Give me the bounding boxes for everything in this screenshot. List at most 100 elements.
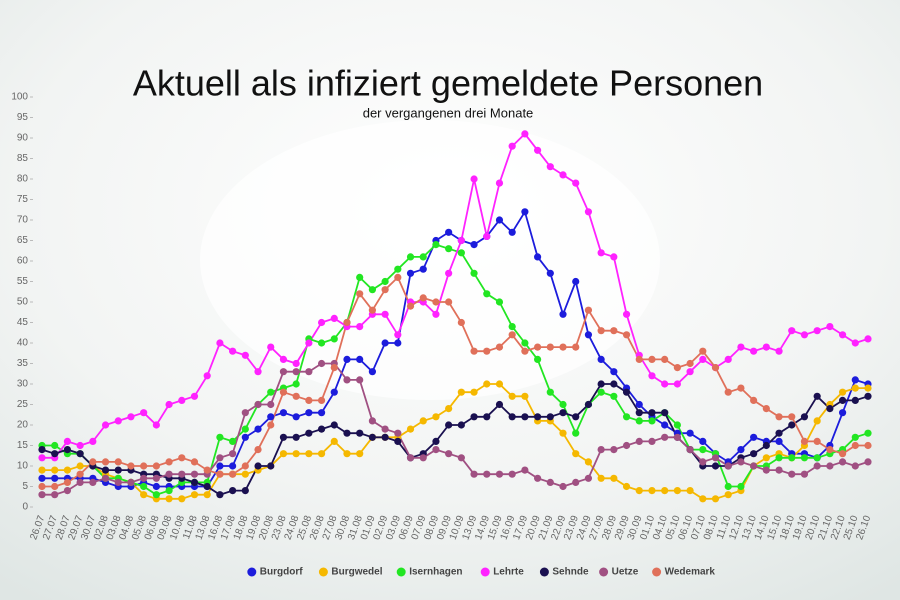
data-point bbox=[813, 392, 821, 400]
data-point bbox=[330, 364, 338, 372]
data-point bbox=[368, 368, 376, 376]
data-point bbox=[241, 462, 249, 470]
data-point bbox=[508, 228, 516, 236]
data-point bbox=[152, 474, 160, 482]
y-tick-label: 65 bbox=[17, 235, 29, 246]
data-point bbox=[178, 470, 186, 478]
data-point bbox=[317, 339, 326, 347]
data-point bbox=[521, 208, 529, 216]
data-point bbox=[508, 413, 516, 421]
data-point bbox=[673, 364, 681, 372]
data-point bbox=[203, 491, 211, 499]
data-point bbox=[38, 474, 46, 482]
data-point bbox=[394, 331, 402, 339]
data-point bbox=[216, 470, 224, 478]
data-point bbox=[750, 450, 758, 458]
y-tick-label: 0 bbox=[22, 502, 28, 513]
data-point bbox=[419, 417, 427, 425]
data-point bbox=[648, 372, 656, 380]
data-point bbox=[229, 470, 237, 478]
data-point bbox=[127, 478, 135, 486]
data-point bbox=[546, 163, 554, 171]
y-tick-label: 45 bbox=[17, 317, 29, 328]
data-point bbox=[165, 458, 173, 466]
data-point bbox=[152, 491, 160, 499]
data-point bbox=[572, 277, 580, 286]
data-point bbox=[343, 450, 351, 458]
data-point bbox=[152, 462, 160, 470]
data-point bbox=[813, 437, 821, 445]
data-point bbox=[343, 355, 351, 363]
data-point bbox=[381, 277, 389, 286]
y-tick-label: 75 bbox=[17, 194, 29, 205]
data-point bbox=[483, 413, 491, 421]
data-point bbox=[140, 482, 148, 491]
data-point bbox=[241, 433, 249, 441]
data-point bbox=[622, 388, 631, 396]
data-point bbox=[788, 421, 796, 429]
data-point bbox=[470, 413, 478, 421]
data-point bbox=[534, 253, 542, 261]
data-point bbox=[267, 400, 275, 409]
data-point bbox=[140, 474, 148, 482]
legend-label: Uetze bbox=[612, 567, 639, 578]
legend-marker bbox=[480, 567, 490, 577]
data-point bbox=[597, 474, 605, 482]
data-point bbox=[203, 372, 211, 380]
data-point bbox=[292, 450, 300, 458]
data-point bbox=[838, 396, 847, 404]
data-point bbox=[483, 232, 491, 240]
data-point bbox=[495, 298, 504, 306]
data-point bbox=[762, 454, 770, 462]
data-point bbox=[356, 429, 364, 437]
data-point bbox=[76, 478, 84, 486]
data-point bbox=[343, 376, 351, 384]
data-point bbox=[737, 343, 745, 351]
legend-label: Wedemark bbox=[665, 567, 716, 578]
data-point bbox=[394, 429, 402, 437]
data-point bbox=[63, 478, 72, 486]
data-point bbox=[800, 413, 809, 421]
data-point bbox=[826, 462, 834, 470]
data-point bbox=[317, 409, 326, 417]
data-point bbox=[686, 429, 694, 437]
data-point bbox=[622, 310, 631, 318]
data-point bbox=[610, 392, 618, 400]
data-point bbox=[165, 470, 173, 478]
data-point bbox=[457, 318, 465, 327]
data-point bbox=[406, 253, 415, 261]
legend-marker bbox=[247, 567, 257, 577]
data-point bbox=[648, 355, 656, 363]
data-point bbox=[661, 433, 669, 441]
data-point bbox=[432, 446, 440, 454]
legend-marker bbox=[539, 567, 549, 577]
data-point bbox=[864, 392, 872, 400]
data-point bbox=[470, 347, 478, 355]
data-point bbox=[508, 142, 516, 150]
data-point bbox=[381, 339, 389, 347]
data-point bbox=[229, 487, 237, 495]
data-point bbox=[851, 441, 859, 450]
data-point bbox=[419, 253, 427, 261]
data-point bbox=[648, 487, 656, 495]
data-point bbox=[711, 454, 720, 462]
data-point bbox=[508, 470, 516, 478]
data-point bbox=[534, 413, 542, 421]
data-point bbox=[279, 450, 288, 458]
data-point bbox=[750, 433, 758, 441]
data-point bbox=[267, 462, 275, 470]
data-point bbox=[356, 290, 364, 298]
y-tick-label: 100 bbox=[11, 92, 28, 103]
data-point bbox=[584, 208, 593, 216]
data-point bbox=[305, 396, 313, 404]
data-point bbox=[279, 409, 288, 417]
data-point bbox=[216, 454, 224, 462]
data-point bbox=[381, 433, 389, 441]
data-point bbox=[495, 179, 504, 187]
data-point bbox=[254, 425, 262, 433]
data-point bbox=[508, 323, 516, 331]
data-point bbox=[788, 327, 796, 335]
data-point bbox=[724, 482, 732, 491]
data-point bbox=[101, 474, 110, 482]
data-point bbox=[597, 388, 605, 396]
